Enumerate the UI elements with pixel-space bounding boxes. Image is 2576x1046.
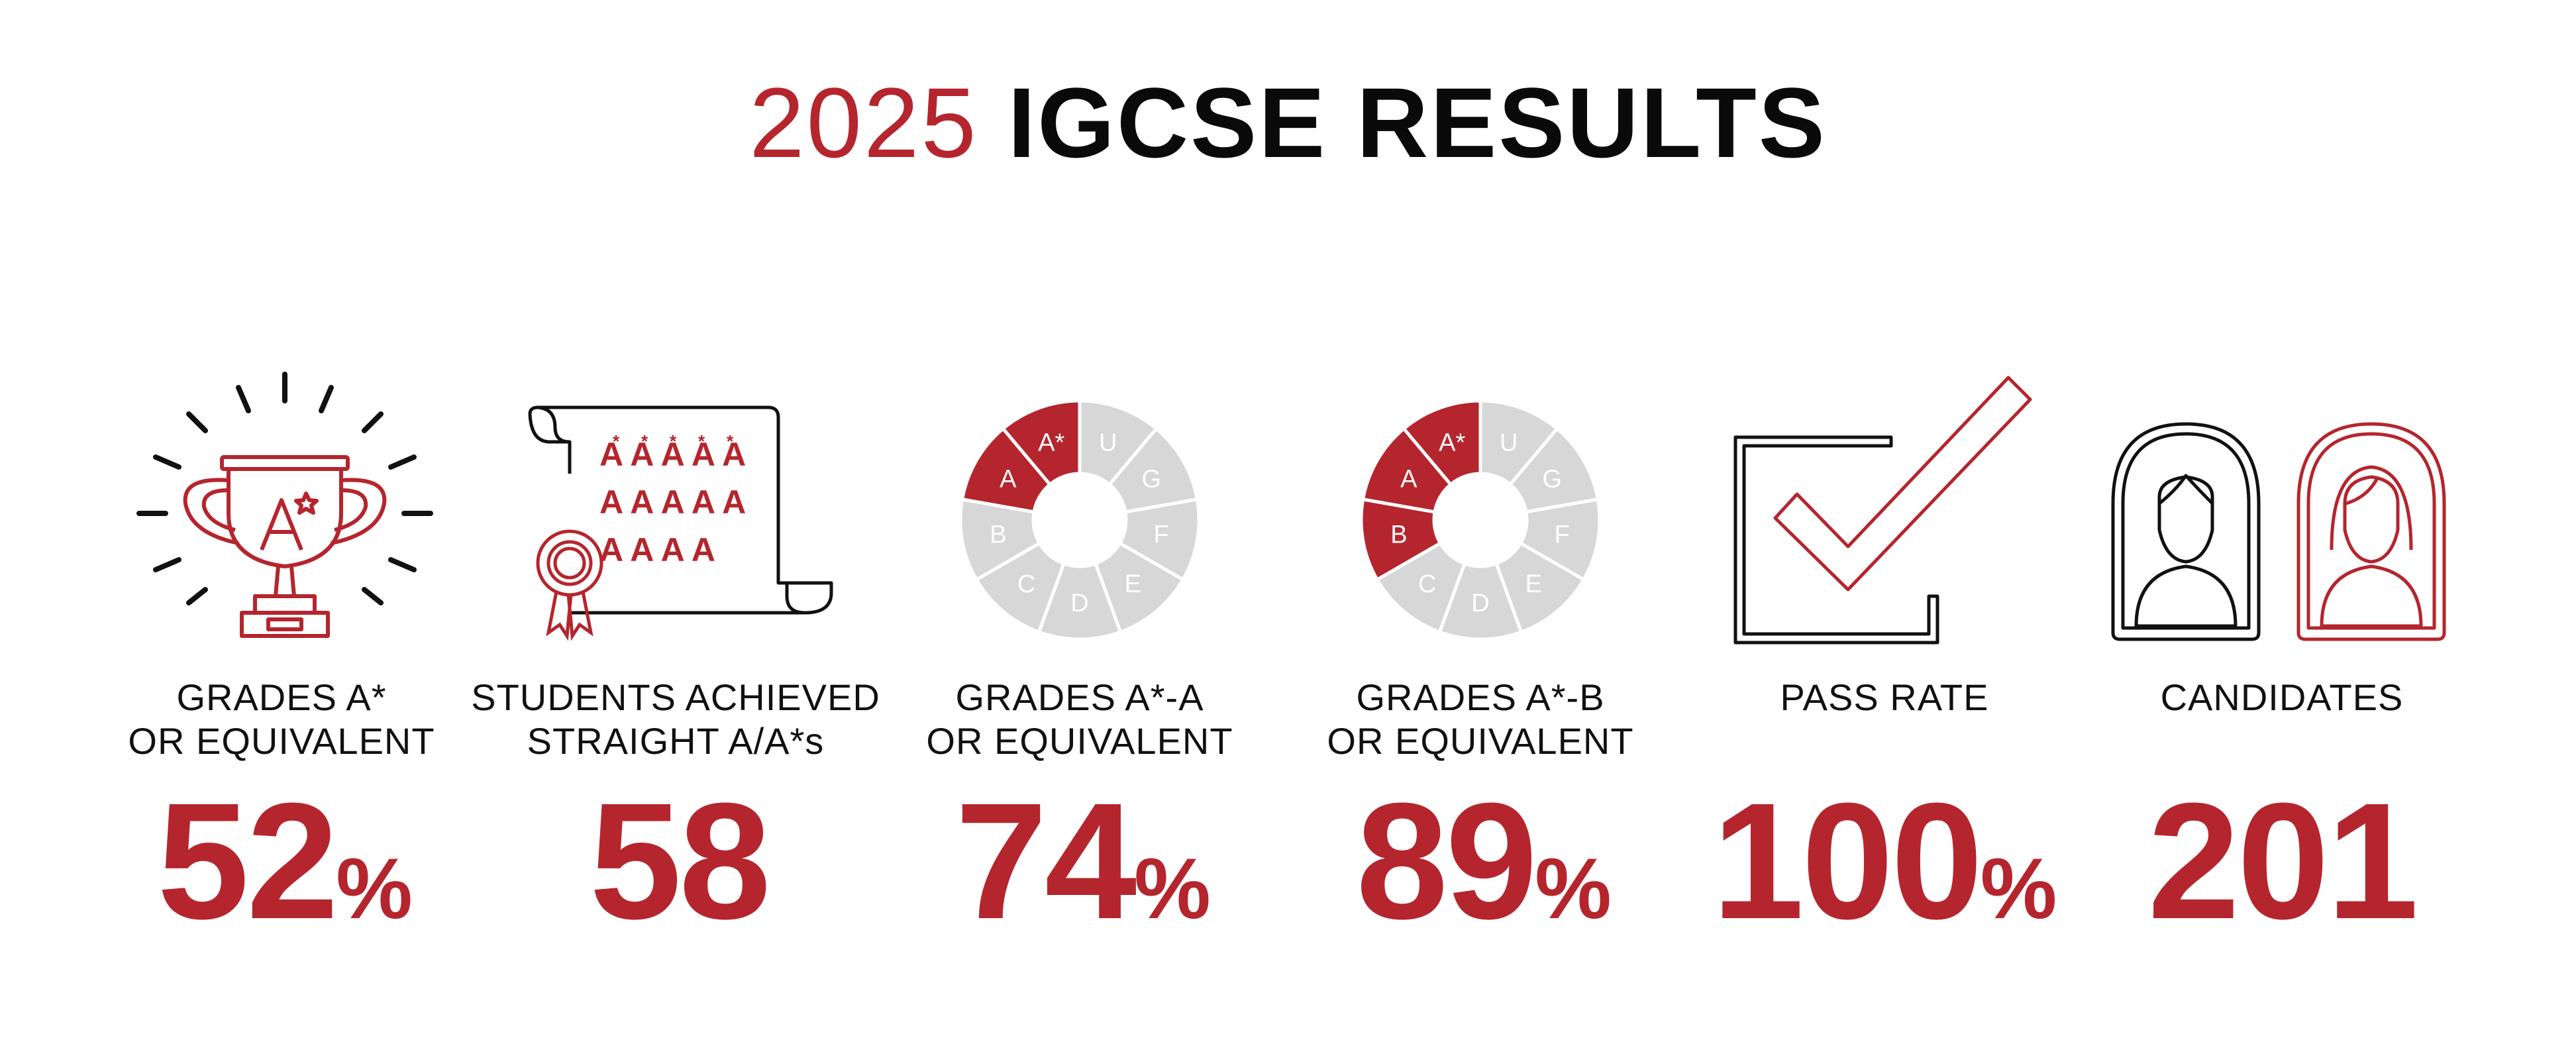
svg-text:*: * <box>670 431 677 451</box>
wheel-segment-label: A* <box>1439 429 1465 457</box>
svg-text:*: * <box>727 431 734 451</box>
wheel-segment-label: G <box>1542 466 1562 494</box>
stat-unit: % <box>1134 840 1211 937</box>
stat-number: 58 <box>589 768 771 953</box>
people-icon <box>2111 422 2446 641</box>
stat-number: 89 <box>1356 768 1537 953</box>
svg-text:A A A A A: A A A A A <box>599 436 746 473</box>
title-year: 2025 <box>749 67 978 178</box>
stat-label: PASS RATE <box>1780 676 1989 718</box>
stat-value: 74% <box>871 778 1295 971</box>
wheel-segment-label: B <box>1390 521 1407 549</box>
stat-label: GRADES A*-A OR EQUIVALENT <box>926 676 1233 762</box>
page-title: 2025 IGCSE RESULTS <box>0 63 2576 182</box>
wheel-segment-label: B <box>990 521 1006 549</box>
stat-number: 74 <box>955 768 1137 953</box>
wheel-segment-label: E <box>1525 570 1542 598</box>
stat-value: 52% <box>73 778 497 971</box>
wheel-segment-label: A <box>1400 466 1417 494</box>
checkbox-tick-icon <box>1733 376 2032 645</box>
wheel-segment-label: U <box>1099 429 1117 457</box>
trophy-icon <box>136 372 433 638</box>
certificate-scroll-icon: A A A A A A A A A A A A A A * * * * * <box>528 405 833 641</box>
wheel-segment-label: A* <box>1038 429 1064 457</box>
wheel-segment-label: C <box>1418 570 1436 598</box>
wheel-segment-label: A <box>1000 466 1017 494</box>
stat-unit: % <box>1535 840 1612 937</box>
wheel-segment-label: G <box>1141 466 1161 494</box>
stat-unit: % <box>1980 840 2057 937</box>
wheel-segment-label: F <box>1554 521 1569 549</box>
wheel-segment-label: E <box>1125 570 1141 598</box>
stat-unit: % <box>336 840 413 937</box>
stat-number: 52 <box>157 768 338 953</box>
svg-text:A A A A A: A A A A A <box>599 484 746 521</box>
stat-value: 89% <box>1272 778 1696 971</box>
stat-value: 201 <box>2070 778 2494 971</box>
stat-label: STUDENTS ACHIEVED STRAIGHT A/A*s <box>471 676 880 762</box>
stat-number: 100 <box>1712 768 1983 953</box>
svg-text:A A A A: A A A A <box>599 531 715 568</box>
stat-value: 100% <box>1673 778 2096 971</box>
title-main: IGCSE RESULTS <box>1007 67 1827 178</box>
wheel-segment-label: U <box>1500 429 1518 457</box>
stat-label: GRADES A*-B OR EQUIVALENT <box>1327 676 1634 762</box>
stat-number: 201 <box>2147 768 2418 953</box>
wheel-segment-label: D <box>1070 590 1088 617</box>
stat-label: CANDIDATES <box>2160 676 2404 718</box>
svg-text:*: * <box>613 431 620 451</box>
stat-label: GRADES A* OR EQUIVALENT <box>128 676 435 762</box>
wheel-segment-label: F <box>1153 521 1168 549</box>
stat-value: 58 <box>467 778 891 971</box>
svg-text:*: * <box>698 431 705 451</box>
wheel-segment-label: D <box>1471 590 1489 617</box>
wheel-segment-label: C <box>1017 570 1035 598</box>
svg-text:*: * <box>641 431 648 451</box>
